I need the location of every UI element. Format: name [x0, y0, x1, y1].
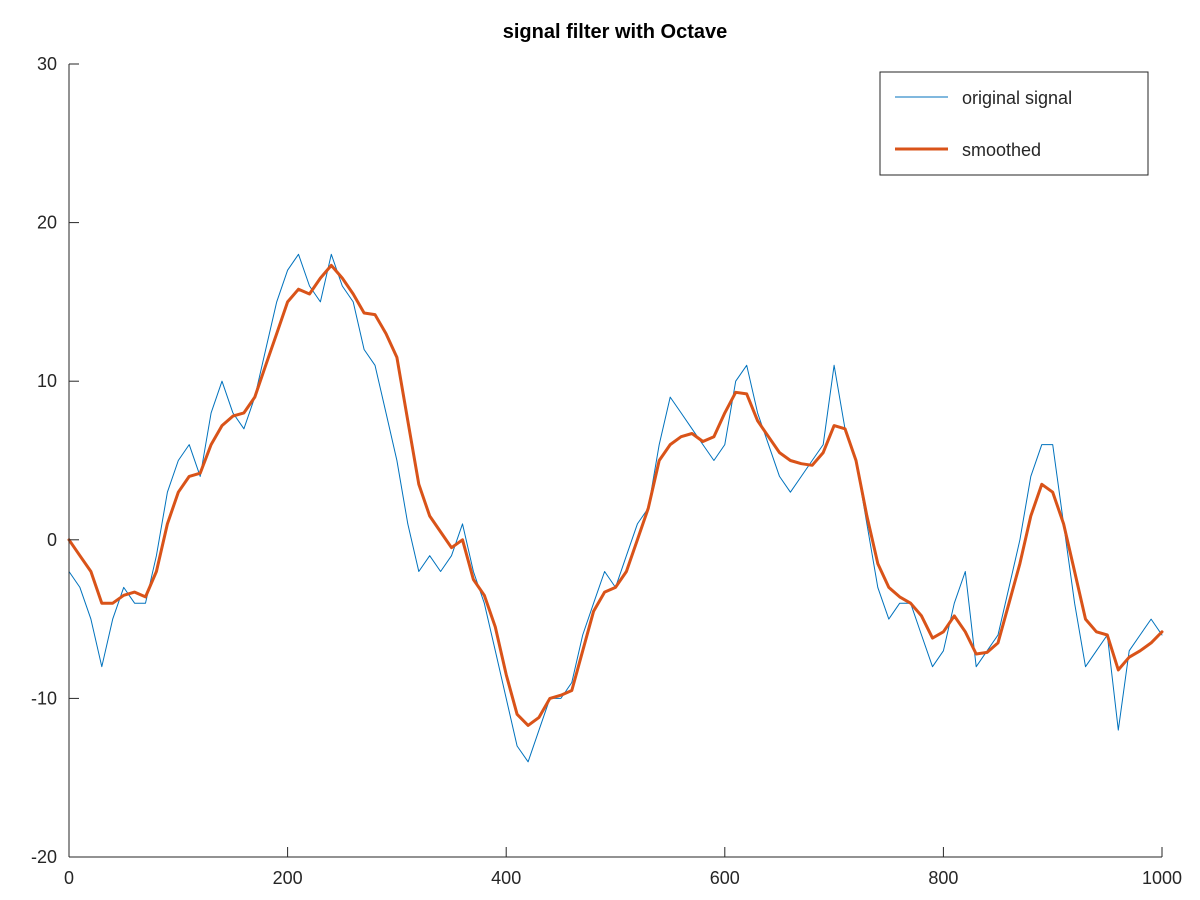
- legend: original signal smoothed: [879, 71, 1149, 176]
- y-tick-label: -10: [31, 688, 57, 708]
- legend-label-original-signal: original signal: [962, 88, 1072, 108]
- x-tick-label: 800: [928, 868, 958, 888]
- y-ticks: -20 -10 0 10 20 30: [31, 54, 79, 867]
- y-tick-label: 0: [47, 530, 57, 550]
- legend-box: [879, 71, 1149, 176]
- x-tick-label: 200: [273, 868, 303, 888]
- smoothed-line: [67, 263, 1164, 727]
- chart-title: signal filter with Octave: [503, 21, 728, 43]
- legend-label-smoothed: smoothed: [962, 140, 1041, 160]
- series-layer: [67, 253, 1164, 763]
- x-ticks: 0 200 400 600 800 1000: [64, 847, 1182, 888]
- y-tick-label: 30: [37, 54, 57, 74]
- y-tick-label: -20: [31, 847, 57, 867]
- x-tick-label: 400: [491, 868, 521, 888]
- x-tick-label: 1000: [1142, 868, 1182, 888]
- x-tick-label: 600: [710, 868, 740, 888]
- y-tick-label: 10: [37, 371, 57, 391]
- x-tick-label: 0: [64, 868, 74, 888]
- y-tick-label: 20: [37, 213, 57, 233]
